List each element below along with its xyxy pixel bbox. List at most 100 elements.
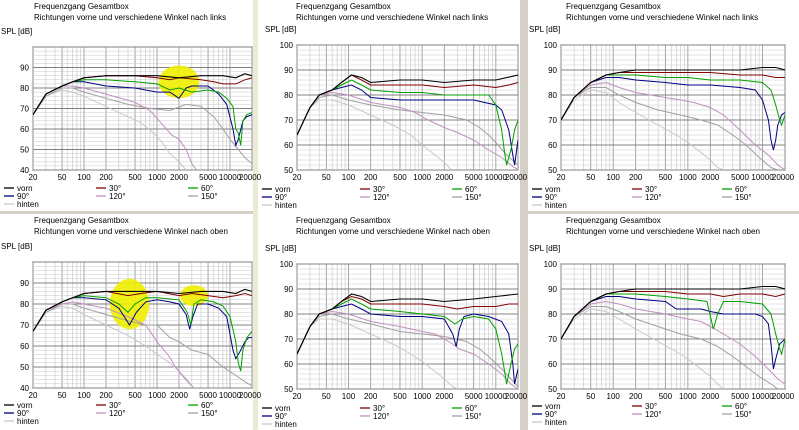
y-tick-label: 50: [20, 363, 29, 372]
legend-label: 150°: [201, 409, 218, 418]
legend-label: hinten: [275, 420, 297, 429]
y-tick-label: 80: [284, 91, 293, 100]
x-tick-label: 500: [128, 173, 142, 182]
legend-label: hinten: [17, 200, 39, 209]
y-axis-label: SPL [dB]: [265, 244, 296, 253]
legend-label: 120°: [373, 193, 390, 202]
x-tick-label: 100: [77, 173, 91, 182]
y-tick-label: 80: [548, 310, 557, 319]
y-axis-label: SPL [dB]: [265, 25, 296, 34]
y-tick-label: 90: [20, 279, 29, 288]
highlight-mark: [158, 65, 200, 99]
x-tick-label: 2000: [435, 173, 453, 182]
y-tick-label: 70: [20, 105, 29, 114]
x-tick-label: 1000: [413, 392, 431, 401]
legend-label: 150°: [465, 193, 482, 202]
legend-label: vorn: [275, 185, 291, 194]
series-line-90°: [561, 296, 785, 370]
x-tick-label: 50: [58, 391, 67, 400]
y-tick-label: 70: [284, 116, 293, 125]
x-tick-label: 20: [29, 391, 38, 400]
legend-label: hinten: [545, 418, 567, 427]
x-tick-label: 10000: [751, 173, 774, 182]
x-tick-label: 2000: [701, 392, 719, 401]
chart-subtitle: Richtungen vorne und verschiedene Winkel…: [296, 227, 490, 236]
x-tick-label: 1000: [148, 173, 166, 182]
legend-label: 90°: [545, 193, 557, 202]
x-tick-label: 20: [557, 392, 566, 401]
x-tick-label: 1000: [148, 391, 166, 400]
x-tick-label: 200: [99, 391, 113, 400]
x-tick-label: 2000: [170, 173, 188, 182]
chart-subtitle: Richtungen vorne und verschiedene Winkel…: [296, 13, 488, 22]
chart-title: Frequenzgang Gesamtbox: [566, 2, 661, 11]
series-line-vorn: [297, 74, 518, 136]
y-tick-label: 40: [20, 384, 29, 393]
chart-subtitle: Richtungen vorne und verschiedene Winkel…: [566, 227, 760, 236]
x-tick-label: 100: [607, 392, 621, 401]
y-tick-label: 80: [20, 84, 29, 93]
x-tick-label: 20000: [772, 173, 795, 182]
y-tick-label: 50: [20, 146, 29, 155]
legend-label: vorn: [275, 404, 291, 413]
chart-subtitle: Richtungen vorne und verschiedene Winkel…: [34, 227, 228, 236]
x-tick-label: 100: [77, 391, 91, 400]
y-axis-label: SPL [dB]: [529, 244, 560, 253]
x-tick-label: 10000: [219, 391, 242, 400]
legend-label: 150°: [201, 192, 218, 201]
series-line-90°: [297, 303, 518, 385]
legend-label: 90°: [275, 193, 287, 202]
series-group: [297, 293, 518, 389]
legend-label: 30°: [109, 184, 121, 193]
y-tick-label: 60: [548, 360, 557, 369]
y-tick-label: 40: [20, 166, 29, 175]
series-line-120°: [297, 91, 518, 170]
y-axis-label: SPL [dB]: [529, 25, 560, 34]
legend-label: 60°: [735, 402, 747, 411]
legend-label: 30°: [645, 185, 657, 194]
legend-label: 150°: [465, 412, 482, 421]
x-tick-label: 20000: [505, 173, 528, 182]
legend-label: 90°: [17, 192, 29, 201]
y-axis-label: SPL [dB]: [1, 27, 32, 36]
legend-label: 120°: [645, 410, 662, 419]
x-tick-label: 1000: [679, 392, 697, 401]
series-line-60°: [33, 79, 252, 146]
y-tick-label: 50: [284, 385, 293, 394]
y-tick-label: 50: [284, 166, 293, 175]
chart-title: Frequenzgang Gesamtbox: [296, 216, 391, 225]
legend-label: 30°: [645, 402, 657, 411]
x-tick-label: 200: [364, 392, 378, 401]
chart-b2: Frequenzgang Gesamtbox Richtungen vorne u…: [262, 216, 528, 429]
legend-label: 60°: [465, 404, 477, 413]
grid: [32, 46, 253, 171]
series-line-150°: [561, 87, 778, 170]
chart-a2: Frequenzgang Gesamtbox Richtungen vorne u…: [1, 216, 262, 426]
x-tick-label: 500: [128, 391, 142, 400]
legend-label: 60°: [465, 185, 477, 194]
x-tick-label: 5000: [199, 391, 217, 400]
plot-area: [296, 263, 519, 390]
series-line-150°: [33, 303, 252, 387]
row-divider-left: [0, 211, 253, 214]
y-tick-label: 100: [544, 41, 558, 50]
series-line-60°: [297, 298, 518, 385]
y-tick-label: 80: [20, 300, 29, 309]
x-tick-label: 10000: [219, 173, 242, 182]
y-tick-label: 80: [284, 310, 293, 319]
highlight-mark: [180, 285, 208, 307]
y-tick-label: 70: [284, 335, 293, 344]
series-line-120°: [561, 300, 785, 385]
series-line-vorn: [33, 73, 252, 115]
x-tick-label: 10000: [751, 392, 774, 401]
x-tick-label: 5000: [465, 173, 483, 182]
legend-label: 60°: [735, 185, 747, 194]
x-tick-label: 200: [364, 173, 378, 182]
x-tick-label: 20: [293, 392, 302, 401]
chart-c1: Frequenzgang Gesamtbox Richtungen vorne u…: [529, 2, 795, 210]
legend-label: hinten: [545, 201, 567, 210]
chart-subtitle: Richtungen vorne und verschiedene Winkel…: [566, 13, 758, 22]
y-tick-label: 100: [280, 260, 294, 269]
chart-subtitle: Richtungen vorne und verschiedene Winkel…: [34, 13, 226, 22]
y-tick-label: 60: [284, 360, 293, 369]
